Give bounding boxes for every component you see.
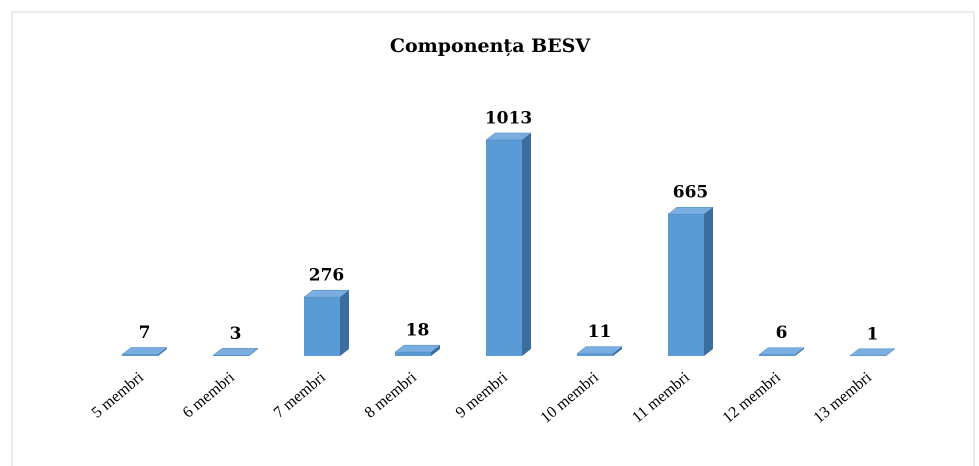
bar <box>213 355 249 356</box>
bar-top <box>303 289 350 298</box>
bar <box>304 297 340 356</box>
bar-top <box>212 348 259 356</box>
bar-top <box>849 348 896 357</box>
bar-side <box>522 133 531 356</box>
value-label: 276 <box>309 266 345 286</box>
bar <box>486 140 522 356</box>
bar-side <box>613 346 622 356</box>
value-label: 18 <box>406 321 430 341</box>
bar-top <box>758 347 805 355</box>
bar-top <box>667 206 714 215</box>
bar-side <box>340 290 349 356</box>
bar <box>668 214 704 356</box>
value-label: 6 <box>776 323 788 343</box>
value-label: 11 <box>588 322 612 342</box>
bar-top <box>485 132 532 141</box>
bar-side <box>795 347 804 356</box>
value-label: 1013 <box>485 109 532 129</box>
value-label: 1 <box>867 324 879 344</box>
bar-side <box>704 207 713 356</box>
bar-top <box>394 344 441 353</box>
bar-top <box>121 347 168 355</box>
bar-top <box>576 346 623 354</box>
bar-side <box>431 345 440 356</box>
chart-title: Componența BESV <box>390 35 592 57</box>
value-label: 665 <box>673 183 709 203</box>
value-label: 7 <box>139 323 151 343</box>
bar <box>577 353 613 356</box>
bar-side <box>158 347 167 356</box>
bar <box>122 354 158 356</box>
value-label: 3 <box>230 324 242 344</box>
bar <box>759 354 795 356</box>
bar <box>395 352 431 356</box>
